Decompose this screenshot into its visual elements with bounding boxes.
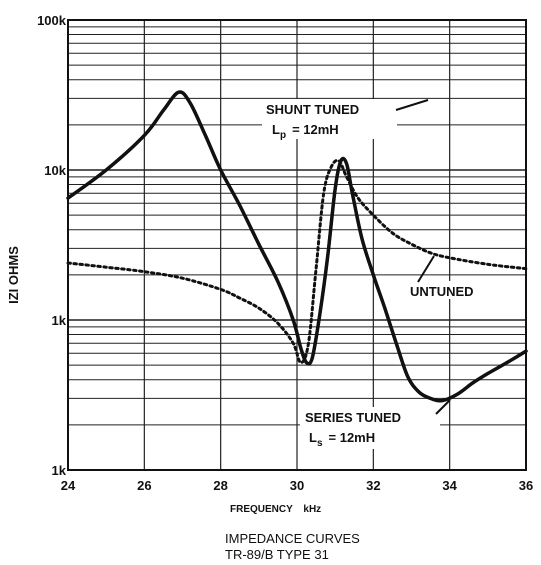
untuned-leader-line xyxy=(417,255,435,283)
x-tick-label: 32 xyxy=(366,478,380,493)
y-tick-label: 100k xyxy=(37,13,67,28)
x-tick-label: 24 xyxy=(61,478,76,493)
caption-line-2: TR-89/B TYPE 31 xyxy=(225,547,329,562)
shunt-leader-line xyxy=(395,99,429,111)
y-tick-label: 1k xyxy=(52,463,67,478)
annotation-shunt-tuned: SHUNT TUNED Lp = 12mH xyxy=(262,99,429,141)
shunt-tuned-label: SHUNT TUNED xyxy=(266,102,359,117)
series-tuned-label: SERIES TUNED xyxy=(305,410,401,425)
x-axis-label: FREQUENCY kHz xyxy=(230,504,321,515)
x-axis-label-unit: kHz xyxy=(303,504,321,515)
untuned-label: UNTUNED xyxy=(410,284,474,299)
annotation-untuned: UNTUNED xyxy=(406,255,498,299)
x-axis-label-main: FREQUENCY xyxy=(230,504,293,515)
x-tick-label: 36 xyxy=(519,478,533,493)
annotation-series-tuned: SERIES TUNED Ls = 12mH xyxy=(300,399,451,449)
series-line-series-tuned xyxy=(66,90,528,403)
series-leader-line xyxy=(435,399,451,415)
x-tick-labels: 24 26 28 30 32 34 36 xyxy=(61,478,533,493)
y-tick-labels: 1k 1k 10k 100k xyxy=(37,13,67,478)
caption-line-1: IMPEDANCE CURVES xyxy=(225,531,360,546)
y-tick-label: 10k xyxy=(44,163,66,178)
y-tick-label: 1k xyxy=(52,313,67,328)
curves xyxy=(66,90,528,403)
series-tuned-value: Ls = 12mH xyxy=(309,430,375,449)
y-axis-label: IZI OHMS xyxy=(6,246,21,304)
plot-frame xyxy=(67,19,527,471)
x-tick-label: 28 xyxy=(213,478,227,493)
shunt-tuned-value: Lp = 12mH xyxy=(272,122,339,141)
series-line-untuned xyxy=(66,158,528,365)
x-tick-label: 34 xyxy=(442,478,457,493)
x-tick-label: 30 xyxy=(290,478,304,493)
x-tick-label: 26 xyxy=(137,478,151,493)
